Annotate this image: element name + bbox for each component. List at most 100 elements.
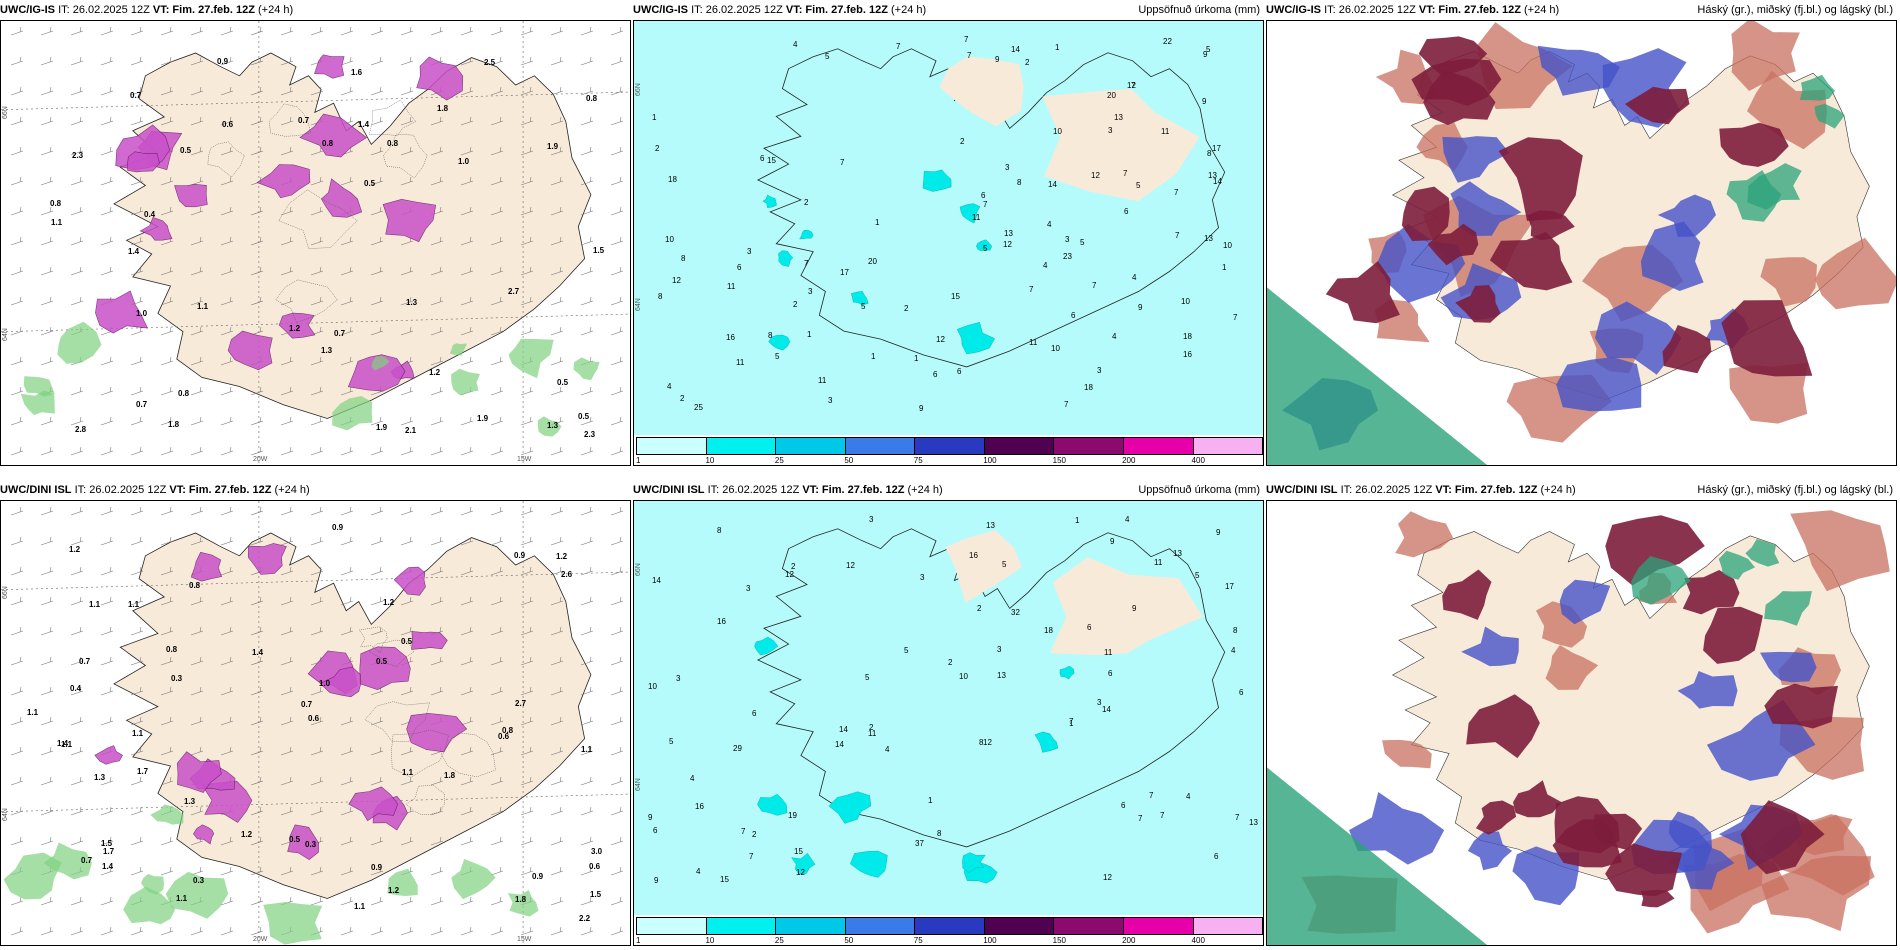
wind-barb (130, 506, 144, 516)
wind-barb (400, 776, 414, 786)
precip-total: 4 (1047, 220, 1052, 229)
wind-barb (280, 86, 294, 96)
precip-value: 1.2 (429, 368, 441, 377)
wind-barb (490, 26, 504, 36)
low-cloud-area (1545, 645, 1599, 690)
wind-barb (610, 206, 624, 216)
precip-total: 3 (869, 515, 874, 524)
wind-barb (70, 176, 84, 186)
wind-barb (10, 356, 24, 366)
wind-barb (490, 566, 504, 576)
precip-total: 17 (1212, 144, 1221, 153)
precip-total: 11 (868, 729, 877, 738)
precip-total: 10 (665, 235, 674, 244)
precip-total: 5 (1195, 571, 1200, 580)
wind-barb (550, 896, 564, 906)
wind-barb (130, 266, 144, 276)
wind-barb (310, 266, 324, 276)
wind-barb (220, 116, 234, 126)
wind-barb (220, 26, 234, 36)
wind-barb (100, 146, 114, 156)
wind-barb (220, 926, 234, 936)
snow-area (411, 631, 448, 650)
snow-area (193, 824, 215, 845)
wind-barb (130, 86, 144, 96)
wind-barb (310, 296, 324, 306)
wind-barb (70, 206, 84, 216)
high-cloud-area (1325, 261, 1400, 324)
map-frame: 7 8 5 4 6 1 3 6 2 5 10 12 12 4 14 3 7 3 4 6 15 16 13 17 12 15 14 8 5… (633, 500, 1264, 946)
precip-total: 3 (920, 573, 925, 582)
precip-total: 12 (1003, 240, 1012, 249)
wind-barb (310, 596, 324, 606)
precip-total: 8 (1017, 178, 1022, 187)
wind-barb (490, 536, 504, 546)
wind-barb (580, 776, 594, 786)
precip-total: 2 (752, 830, 757, 839)
dry-area-north (945, 530, 1022, 603)
wind-barb (280, 56, 294, 66)
mid-cloud-area (1467, 831, 1513, 871)
wind-barb (550, 686, 564, 696)
wind-barb (580, 326, 594, 336)
wind-barb (370, 746, 384, 756)
wind-barb (310, 206, 324, 216)
wind-barb (250, 116, 264, 126)
wind-barb (70, 746, 84, 756)
wind-barb (100, 626, 114, 636)
panel-title: UWC/IG-IS IT: 26.02.2025 12Z VT: Fim. 27… (0, 0, 631, 20)
valid-time: Fim. 27.feb. 12Z (172, 4, 255, 16)
precip-total: 1 (1075, 516, 1080, 525)
precip-value: 0.4 (70, 684, 82, 693)
wind-barb (400, 176, 414, 186)
precip-total: 8 (768, 331, 773, 340)
mid-cloud-area (1640, 221, 1704, 291)
wind-barb (610, 86, 624, 96)
wind-barb (250, 896, 264, 906)
wind-barb (370, 56, 384, 66)
precip-total: 4 (690, 774, 695, 783)
wind-barb (610, 536, 624, 546)
wind-barb (100, 716, 114, 726)
precip-value: 1.9 (376, 423, 388, 432)
rain-area (371, 356, 390, 371)
precip-value: 1.1 (89, 600, 101, 609)
wind-barb (370, 266, 384, 276)
heavy-precip-area (828, 791, 872, 824)
wind-barb (160, 746, 174, 756)
wind-barb (580, 236, 594, 246)
wind-barb (460, 146, 474, 156)
low-cloud-area (1382, 739, 1432, 769)
low-cloud-area (1790, 510, 1890, 592)
wind-barb (280, 566, 294, 576)
wind-barb (580, 26, 594, 36)
field-title: Háský (gr.), miðský (fj.bl.) og lágský (… (1697, 4, 1893, 16)
wind-barb (400, 836, 414, 846)
wind-barb (580, 146, 594, 156)
wind-barb (250, 836, 264, 846)
precip-total: 12 (1127, 81, 1136, 90)
wind-barb (490, 56, 504, 66)
color-scale-tick: 150 (1052, 936, 1067, 945)
wind-barb (40, 656, 54, 666)
rain-area (57, 321, 102, 364)
color-scale-bar (636, 437, 1263, 455)
wind-barb (400, 416, 414, 426)
high-cloud-area (1703, 606, 1763, 664)
wind-barb (70, 806, 84, 816)
wind-barb (520, 296, 534, 306)
wind-barb (340, 776, 354, 786)
precip-total: 6 (1214, 852, 1219, 861)
wind-barb (70, 506, 84, 516)
wind-barb (130, 206, 144, 216)
precip-total: 7 (1149, 791, 1154, 800)
wind-barb (490, 446, 504, 456)
precip-value: 1.2 (241, 830, 253, 839)
wind-barb (550, 716, 564, 726)
wind-barb (430, 146, 444, 156)
wind-barb (280, 236, 294, 246)
wind-barb (130, 416, 144, 426)
precip-total: 5 (775, 352, 780, 361)
wind-barb (250, 926, 264, 936)
wind-barb (40, 896, 54, 906)
